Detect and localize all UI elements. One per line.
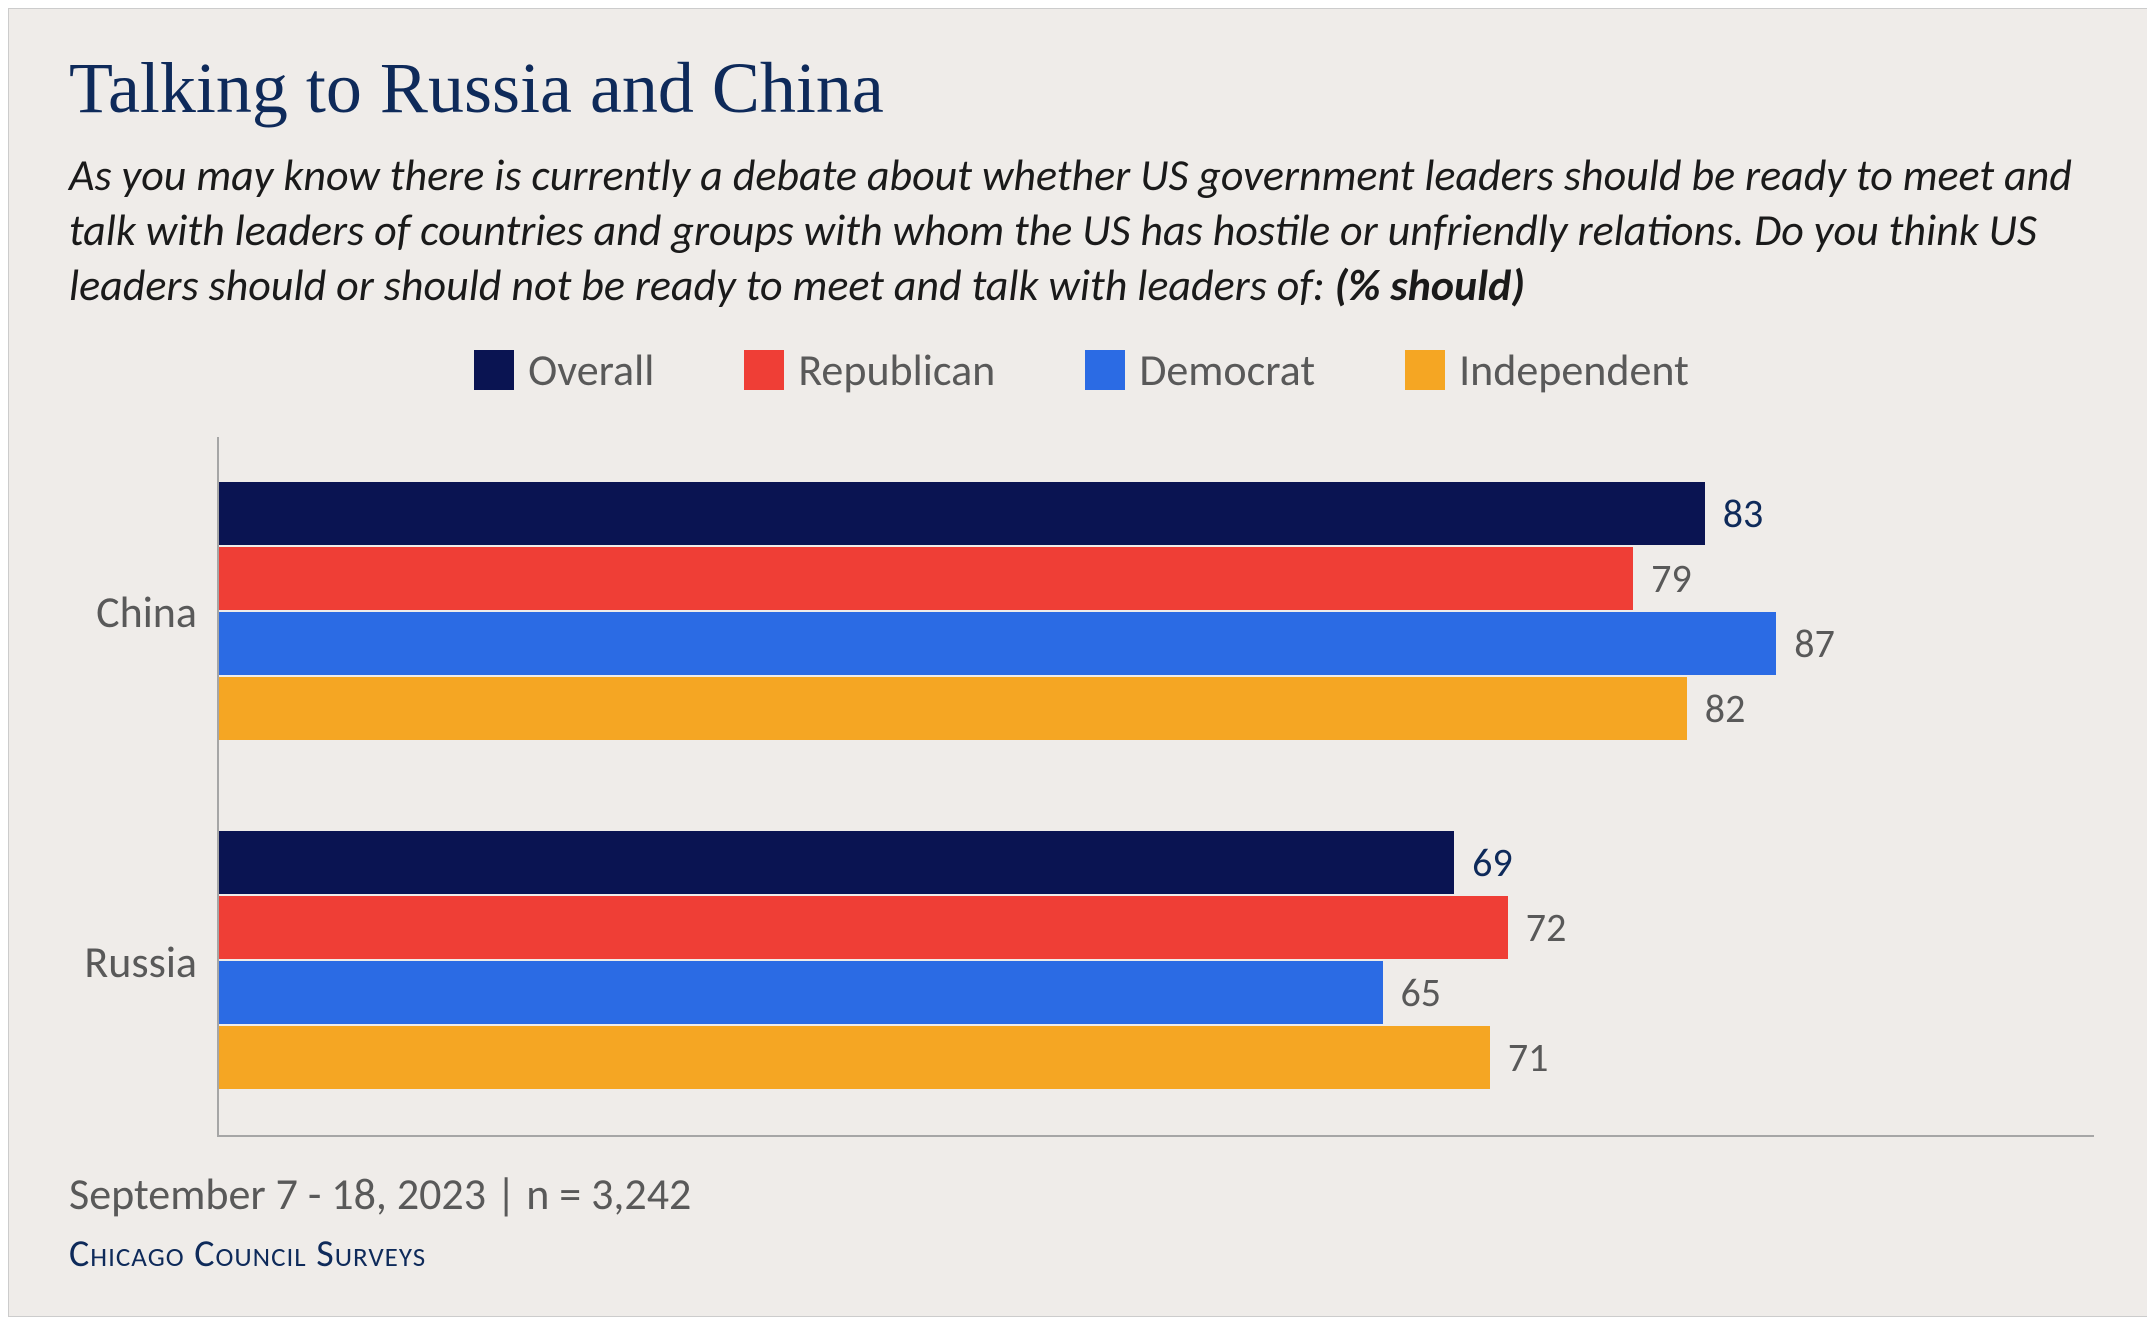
- bar-china-democrat: [219, 612, 1776, 675]
- legend-label: Overall: [528, 343, 654, 397]
- bar-row: 82: [219, 677, 2094, 740]
- bar-value-label: 71: [1508, 1033, 1549, 1082]
- legend-label: Independent: [1459, 343, 1689, 397]
- plot-area: China Russia 83 79 87 82: [69, 437, 2094, 1137]
- bar-value-label: 69: [1472, 838, 1513, 887]
- bar-row: 65: [219, 961, 2094, 1024]
- bar-russia-independent: [219, 1026, 1490, 1089]
- subtitle-prefix: As you may know there is currently a deb…: [69, 148, 2072, 312]
- legend-swatch: [744, 350, 784, 390]
- legend-item-independent: Independent: [1405, 343, 1689, 397]
- bar-row: 69: [219, 831, 2094, 894]
- bar-row: 87: [219, 612, 2094, 675]
- subtitle-bold: (% should): [1335, 258, 1525, 312]
- footer-date: September 7 - 18, 2023 | n = 3,242: [69, 1167, 2094, 1221]
- bar-china-independent: [219, 677, 1687, 740]
- bar-russia-democrat: [219, 961, 1383, 1024]
- bar-row: 72: [219, 896, 2094, 959]
- chart-footer: September 7 - 18, 2023 | n = 3,242 Chica…: [69, 1167, 2094, 1277]
- chart-legend: Overall Republican Democrat Independent: [69, 343, 2094, 397]
- bar-value-label: 72: [1526, 903, 1567, 952]
- legend-swatch: [474, 350, 514, 390]
- bar-value-label: 79: [1651, 554, 1692, 603]
- bar-value-label: 65: [1401, 968, 1442, 1017]
- y-axis: China Russia: [69, 437, 219, 1137]
- bar-row: 71: [219, 1026, 2094, 1089]
- bar-value-label: 83: [1723, 489, 1764, 538]
- bar-row: 79: [219, 547, 2094, 610]
- y-axis-label-russia: Russia: [69, 787, 217, 1137]
- chart-container: Talking to Russia and China As you may k…: [8, 8, 2147, 1317]
- legend-label: Democrat: [1139, 343, 1315, 397]
- footer-source: Chicago Council Surveys: [69, 1231, 2094, 1277]
- bar-china-republican: [219, 547, 1633, 610]
- legend-item-overall: Overall: [474, 343, 654, 397]
- bar-value-label: 82: [1705, 684, 1746, 733]
- y-axis-label-china: China: [69, 437, 217, 787]
- bar-china-overall: [219, 482, 1705, 545]
- bar-row: 83: [219, 482, 2094, 545]
- bar-value-label: 87: [1794, 619, 1835, 668]
- chart-title: Talking to Russia and China: [69, 49, 2094, 128]
- bar-group-china: 83 79 87 82: [219, 437, 2094, 786]
- bar-russia-overall: [219, 831, 1454, 894]
- legend-swatch: [1085, 350, 1125, 390]
- legend-item-democrat: Democrat: [1085, 343, 1315, 397]
- bars-area: 83 79 87 82 69: [219, 437, 2094, 1137]
- legend-item-republican: Republican: [744, 343, 995, 397]
- chart-subtitle: As you may know there is currently a deb…: [69, 148, 2094, 313]
- legend-swatch: [1405, 350, 1445, 390]
- bar-group-russia: 69 72 65 71: [219, 786, 2094, 1135]
- bar-russia-republican: [219, 896, 1508, 959]
- legend-label: Republican: [798, 343, 995, 397]
